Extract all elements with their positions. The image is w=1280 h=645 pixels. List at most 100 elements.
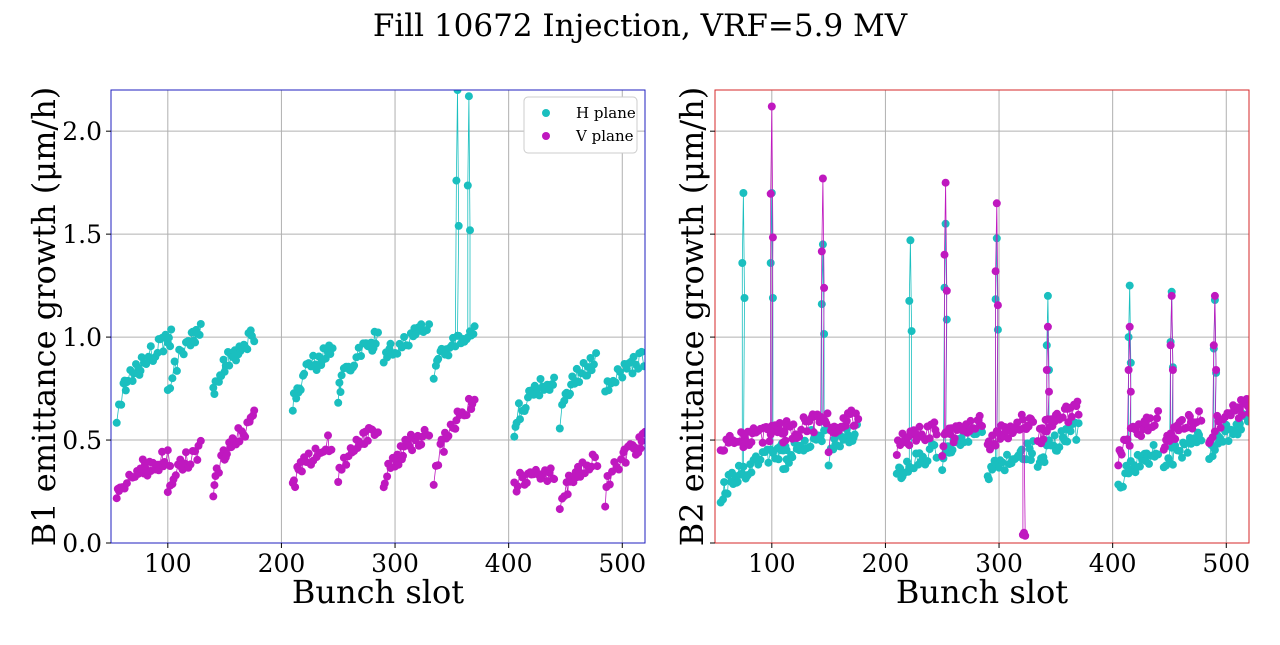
data-point [639, 362, 645, 371]
data-point [1197, 436, 1206, 445]
data-point [522, 478, 531, 487]
data-point [720, 478, 729, 487]
data-point [142, 360, 151, 368]
data-point [1125, 322, 1134, 331]
data-point [719, 495, 727, 504]
data-point [1181, 439, 1190, 448]
data-point [453, 90, 462, 94]
data-point [1175, 446, 1184, 455]
data-point [817, 247, 826, 256]
data-point [1242, 395, 1249, 403]
data-point [614, 465, 623, 474]
data-point [164, 333, 173, 342]
data-point [335, 378, 344, 387]
axes-frame [714, 89, 1250, 544]
x-axis-label: Bunch slot [896, 573, 1068, 611]
data-point [159, 347, 168, 356]
series-v-plane [716, 102, 1249, 540]
data-point [166, 384, 175, 393]
data-point [589, 360, 598, 369]
series-v-plane [112, 394, 645, 514]
data-point [513, 482, 522, 491]
data-point [336, 388, 345, 396]
data-point [1123, 435, 1132, 444]
data-point [720, 446, 729, 455]
data-point [1042, 366, 1051, 374]
data-point [723, 489, 732, 498]
data-point [1125, 281, 1134, 290]
y-tick-label: 2.0 [62, 117, 102, 146]
y-axis-label: B2 emittance growth (μm/h) [673, 87, 711, 547]
data-point [300, 369, 309, 378]
data-point [591, 453, 599, 462]
data-point [112, 494, 121, 503]
data-point [1124, 333, 1133, 342]
data-point [1017, 445, 1026, 454]
data-point [809, 428, 818, 437]
data-point [1004, 434, 1013, 443]
data-point [593, 462, 602, 471]
data-point [122, 479, 131, 488]
data-point [941, 178, 950, 187]
data-point [393, 349, 402, 358]
data-point [948, 446, 957, 454]
data-point [940, 250, 949, 259]
data-point [758, 438, 767, 447]
x-tick-label: 100 [748, 549, 796, 578]
data-point [1224, 437, 1233, 445]
data-point [555, 505, 564, 514]
data-point [637, 437, 645, 446]
data-point [739, 462, 748, 471]
data-point [516, 415, 524, 424]
data-point [774, 455, 783, 464]
x-tick-label: 500 [598, 549, 646, 578]
data-point [425, 320, 434, 329]
data-point [984, 475, 993, 484]
data-point [168, 374, 177, 383]
data-point [823, 409, 832, 418]
data-point [171, 471, 180, 480]
data-point [628, 369, 637, 378]
data-point [765, 437, 774, 446]
data-point [166, 342, 175, 351]
data-point [1040, 458, 1049, 467]
data-point [250, 406, 259, 415]
data-point [747, 438, 756, 447]
data-point [1168, 460, 1177, 469]
data-point [425, 431, 434, 440]
data-point [991, 267, 1000, 276]
data-point [444, 432, 453, 440]
data-point [915, 422, 924, 431]
data-point [1126, 387, 1135, 396]
y-tick-label: 1.0 [62, 323, 102, 352]
data-point [380, 479, 389, 488]
data-point [210, 390, 219, 398]
series-line [782, 178, 828, 443]
left-panel-b1: 100 200 300 400 500 0.0 0.5 1.0 1.5 2.0 Bunch slot… [25, 87, 646, 611]
data-point [550, 475, 559, 484]
x-tick-label: 200 [258, 549, 306, 578]
data-point [1018, 415, 1027, 424]
data-point [1126, 358, 1135, 367]
data-point [618, 373, 627, 382]
x-tick-label: 300 [975, 549, 1023, 578]
data-point [429, 374, 438, 383]
data-point [235, 437, 244, 446]
data-point [592, 349, 601, 358]
data-point [740, 294, 749, 302]
data-point [747, 468, 756, 477]
x-tick-label: 500 [1202, 549, 1250, 578]
data-point [1067, 412, 1076, 421]
data-point [289, 476, 298, 485]
data-point [938, 466, 947, 475]
data-point [1238, 410, 1247, 419]
data-point [788, 453, 797, 462]
data-point [1178, 453, 1186, 462]
data-point [1243, 402, 1249, 411]
data-point [1160, 443, 1169, 452]
data-point [342, 460, 351, 469]
data-point [510, 432, 519, 441]
series-h-plane [112, 90, 645, 441]
